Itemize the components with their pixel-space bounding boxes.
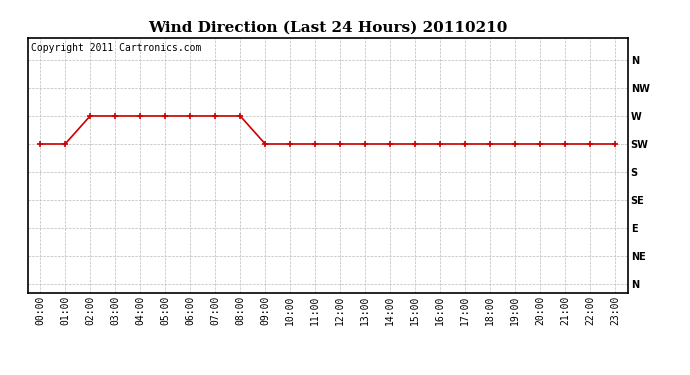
Title: Wind Direction (Last 24 Hours) 20110210: Wind Direction (Last 24 Hours) 20110210 [148, 21, 507, 35]
Text: Copyright 2011 Cartronics.com: Copyright 2011 Cartronics.com [30, 43, 201, 52]
